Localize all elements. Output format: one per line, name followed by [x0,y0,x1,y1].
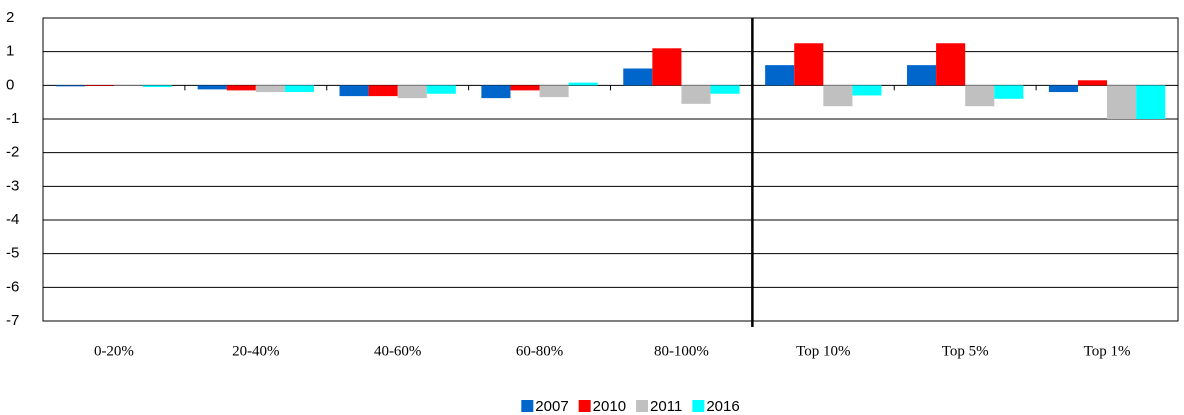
y-tick-label: -3 [6,177,19,194]
bar [284,85,314,93]
x-tick-label: 60-80% [516,343,564,359]
bar [197,85,227,90]
bar [1048,85,1078,93]
bar [1136,85,1166,119]
bar [852,85,882,96]
bar [113,85,144,86]
bar [710,85,740,94]
bar [652,48,682,86]
bar [55,85,85,87]
y-tick-label: 1 [6,43,14,60]
legend: 2007 2010 2011 2016 [521,398,740,415]
y-tick-label: 2 [6,9,14,26]
legend-swatch [692,400,705,412]
plot-area [42,17,1179,322]
bar [368,85,398,97]
x-tick-label: Top 5% [942,343,989,359]
bar [339,85,369,97]
x-tick-label: 0-20% [94,343,134,359]
bar [681,85,711,104]
bar [481,85,511,99]
y-tick-label: -6 [6,278,19,295]
x-tick-label: 20-40% [232,343,280,359]
bar [907,65,937,86]
y-tick-label: 0 [6,76,14,93]
x-tick-label: Top 1% [1084,343,1131,359]
bar [765,65,795,86]
bar [510,85,540,91]
bar [1077,80,1108,86]
y-tick-label: -1 [6,110,19,127]
y-tick-label: -7 [6,312,19,329]
legend-label: 2007 [535,398,568,415]
y-tick-label: -5 [6,245,19,262]
y-tick-label: -2 [6,144,19,161]
bar [226,85,256,91]
legend-swatch [521,400,534,412]
y-tick-label: -4 [6,211,19,228]
bar [143,85,173,88]
legend-swatch [636,400,649,412]
bar [794,43,824,86]
legend-label: 2016 [706,398,739,415]
bar [397,85,427,99]
bar [539,85,569,98]
x-tick-label: Top 10% [796,343,850,359]
bar [623,68,653,86]
x-tick-label: 80-100% [654,343,709,359]
legend-label: 2010 [593,398,626,415]
bar [84,85,114,87]
bar [568,82,598,86]
bar [965,85,995,107]
x-tick-label: 40-60% [374,343,422,359]
legend-swatch [578,400,591,412]
bar [1107,85,1137,119]
legend-label: 2011 [650,398,682,415]
bar [823,85,853,107]
bar [255,85,285,93]
bar [426,85,456,94]
bar [994,85,1024,99]
bar [936,43,966,86]
